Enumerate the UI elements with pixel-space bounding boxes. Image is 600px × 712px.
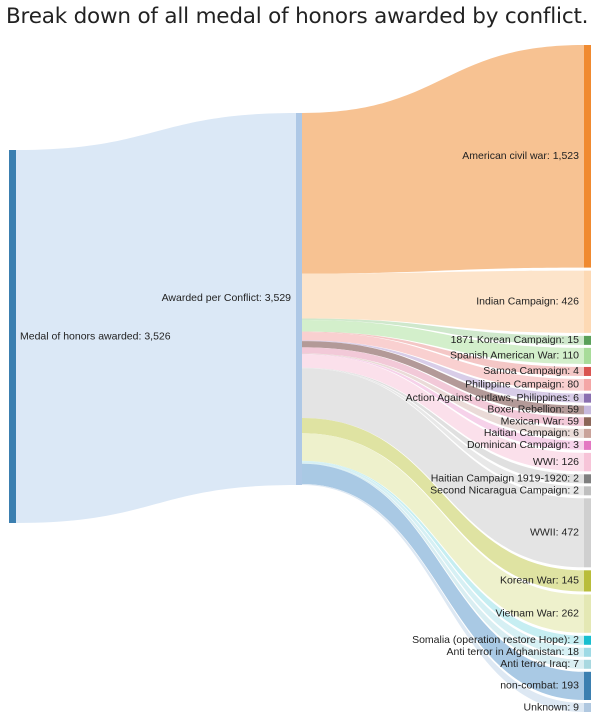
node-indian-campaign (584, 270, 591, 333)
node-action-against-outlaws-philippines (584, 393, 591, 403)
flow-non-combat (302, 463, 584, 700)
node-label-non-combat: non-combat: 193 (500, 680, 579, 692)
flow-1871-korean-campaign (302, 318, 584, 345)
node-label-anti-terror-in-afghanistan: Anti terror in Afghanistan: 18 (447, 646, 580, 658)
node-label-boxer-rebellion: Boxer Rebellion: 59 (487, 404, 579, 416)
node-somalia-operation-restore-hope (584, 635, 591, 645)
node-label-wwii: WWII: 472 (530, 527, 579, 539)
node-label-second-nicaragua-campaign: Second Nicaragua Campaign: 2 (430, 485, 579, 497)
node-boxer-rebellion (584, 405, 591, 415)
flow-anti-terror-in-afghanistan (302, 461, 584, 657)
chart-title: Break down of all medal of honors awarde… (6, 4, 589, 29)
flows-layer (16, 45, 584, 712)
nodes-layer (9, 45, 591, 712)
node-label-indian-campaign: Indian Campaign: 426 (476, 296, 579, 308)
node-label-awarded-per-conflict: Awarded per Conflict: 3,529 (162, 292, 292, 304)
flow-american-civil-war (302, 45, 584, 274)
node-label-vietnam-war: Vietnam War: 262 (496, 607, 580, 619)
flow-boxer-rebellion (302, 341, 584, 415)
node-label-haitian-campaign: Haitian Campaign: 6 (484, 427, 579, 439)
node-label-korean-war: Korean War: 145 (500, 575, 579, 587)
node-label-mexican-war: Mexican War: 59 (501, 415, 580, 427)
node-samoa-campaign (584, 366, 591, 376)
flow-samoa-campaign (302, 331, 584, 376)
flow-second-nicaragua-campaign (302, 367, 584, 496)
flow-dominican-campaign (302, 354, 584, 450)
node-haitian-campaign (584, 428, 591, 438)
node-american-civil-war (584, 45, 591, 268)
flow-anti-terror-iraq (302, 462, 584, 669)
node-label-dominican-campaign: Dominican Campaign: 3 (467, 439, 579, 451)
node-second-nicaragua-campaign (584, 486, 591, 496)
node-spanish-american-war (584, 347, 591, 364)
node-anti-terror-in-afghanistan (584, 647, 591, 657)
flow-wwi (302, 354, 584, 472)
flow-unknown (302, 484, 584, 712)
node-label-philippine-campaign: Philippine Campaign: 80 (465, 379, 579, 391)
node-vietnam-war (584, 594, 591, 633)
node-korean-war (584, 570, 591, 592)
flow-wwii (302, 368, 584, 568)
node-label-wwi: WWI: 126 (533, 456, 579, 468)
node-label-samoa-campaign: Samoa Campaign: 4 (483, 365, 579, 377)
flow-haitian-campaign-1919-1920 (302, 367, 584, 484)
node-awarded-per-conflict (296, 113, 302, 485)
flow-philippine-campaign (302, 332, 584, 391)
flow-source-to-middle (16, 113, 296, 523)
node-label-spanish-american-war: Spanish American War: 110 (450, 350, 579, 362)
node-label-action-against-outlaws-philippines: Action Against outlaws, Philippines: 6 (406, 392, 580, 404)
node-label-1871-korean-campaign: 1871 Korean Campaign: 15 (451, 334, 580, 346)
flow-action-against-outlaws-philippines (302, 340, 584, 403)
flow-mexican-war (302, 347, 584, 426)
flow-spanish-american-war (302, 320, 584, 364)
node-1871-korean-campaign (584, 335, 591, 345)
flow-somalia-operation-restore-hope (302, 460, 584, 645)
node-haitian-campaign-1919-1920 (584, 474, 591, 484)
node-label-anti-terror-iraq: Anti terror Iraq: 7 (500, 658, 579, 670)
node-unknown (584, 703, 591, 712)
flow-korean-war (302, 417, 584, 592)
node-label-medal-of-honors-awarded: Medal of honors awarded: 3,526 (20, 330, 171, 342)
node-label-american-civil-war: American civil war: 1,523 (462, 150, 579, 162)
node-non-combat (584, 671, 591, 700)
flow-indian-campaign (302, 270, 584, 333)
node-label-haitian-campaign-1919-1920: Haitian Campaign 1919-1920: 2 (431, 473, 579, 485)
node-label-unknown: Unknown: 9 (524, 701, 580, 712)
node-mexican-war (584, 417, 591, 426)
node-medal-of-honors-awarded (9, 150, 16, 523)
node-label-somalia-operation-restore-hope: Somalia (operation restore Hope): 2 (412, 634, 579, 646)
node-dominican-campaign (584, 440, 591, 450)
flow-vietnam-war (302, 433, 584, 633)
node-wwi (584, 452, 591, 472)
node-wwii (584, 498, 591, 568)
node-anti-terror-iraq (584, 659, 591, 669)
labels-layer: Medal of honors awarded: 3,526 Awarded pe… (20, 150, 579, 712)
node-philippine-campaign (584, 378, 591, 391)
flow-haitian-campaign (302, 353, 584, 438)
